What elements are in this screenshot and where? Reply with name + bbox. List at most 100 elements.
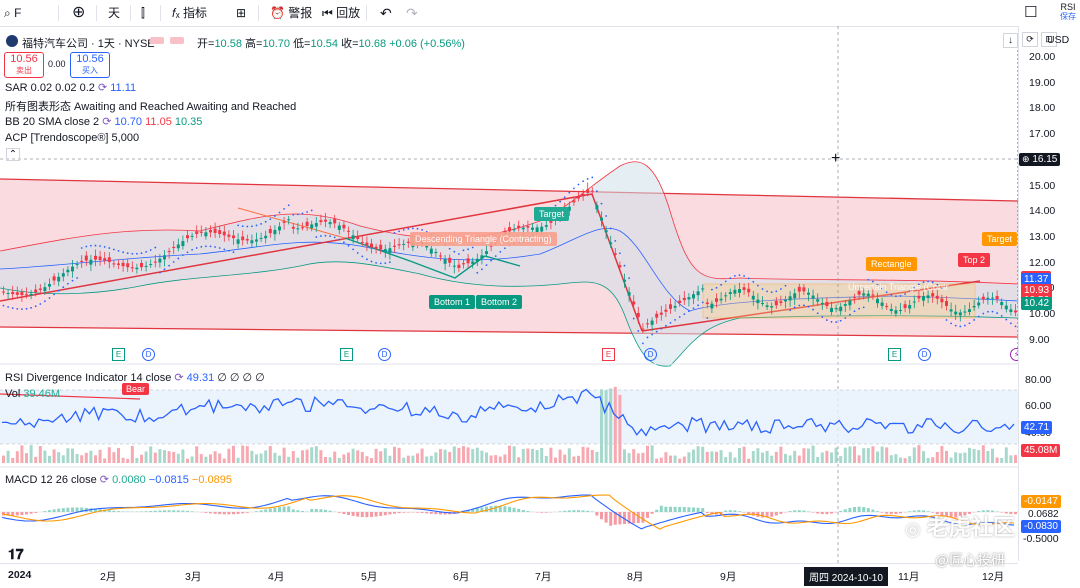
rsi-save-badge[interactable]: RSI 保存	[1056, 2, 1080, 22]
earnings-event-icon[interactable]: E	[888, 348, 901, 361]
chart-type-icon[interactable]: ⫿	[141, 0, 145, 26]
macd-hist-bar	[66, 508, 69, 512]
volume-bar	[839, 456, 842, 463]
macd-badge: -0.0830	[1021, 520, 1061, 533]
dividend-event-icon[interactable]: D	[918, 348, 931, 361]
sar-dot	[486, 264, 488, 266]
volume-bar	[255, 454, 258, 463]
sar-dot	[693, 307, 695, 309]
redo-icon[interactable]: ↷	[406, 0, 418, 26]
sar-dot	[453, 251, 455, 253]
sar-dot	[191, 249, 193, 251]
dividend-event-icon[interactable]: D	[644, 348, 657, 361]
sar-dot	[39, 303, 41, 305]
earnings-event-icon[interactable]: E	[340, 348, 353, 361]
sar-legend[interactable]: SAR 0.02 0.02 0.2 ⟳ 11.11	[5, 81, 136, 94]
sar-dot	[417, 228, 419, 230]
symbol-search[interactable]: ⌕ F	[4, 0, 21, 26]
macd-hist-bar	[145, 511, 148, 512]
earnings-event-icon[interactable]: E	[112, 348, 125, 361]
volume-bar	[595, 452, 598, 463]
macd-hist-bar	[347, 512, 350, 515]
sar-dot	[72, 280, 74, 282]
volume-bar	[973, 449, 976, 463]
macd-hist-bar	[894, 512, 897, 514]
indicators-button[interactable]: 𝑓ₓ 指标	[172, 0, 207, 26]
candle-body	[701, 288, 704, 289]
sar-dot	[269, 218, 271, 220]
compare-add-icon[interactable]: ⊕	[72, 0, 85, 26]
interval-button[interactable]: 天	[108, 0, 120, 26]
top2-label[interactable]: Top 2	[958, 253, 990, 267]
color-chip	[170, 37, 184, 44]
top-toolbar: ⌕ F ⊕ 天 ⫿ 𝑓ₓ 指标 ⊞ ⏰ 警报 ⏮ 回放 ↶ ↷ ☐ RSI 保存	[0, 0, 1080, 27]
candle-body	[467, 258, 470, 263]
sar-dot	[85, 246, 87, 248]
macd-hist-bar	[687, 507, 690, 512]
candle-body	[802, 287, 805, 291]
sell-button[interactable]: 10.56 卖出	[4, 52, 44, 78]
patterns-legend[interactable]: 所有图表形态 Awaiting and Reached Awaiting and…	[5, 98, 296, 114]
candle-body	[43, 287, 46, 291]
rewind-icon: ⏮	[322, 6, 336, 20]
price-tick: 12.00	[1029, 257, 1080, 269]
macd-legend[interactable]: MACD 12 26 close ⟳ 0.0080 −0.0815 −0.089…	[5, 473, 232, 486]
sar-dot	[150, 249, 152, 251]
replay-button[interactable]: ⏮ 回放	[322, 0, 360, 26]
uncertain-triangle-label[interactable]: Uncertain Triangle (Contr	[848, 282, 949, 292]
price-tick: 18.00	[1029, 102, 1080, 114]
dividend-event-icon[interactable]: D	[142, 348, 155, 361]
candle-body	[904, 304, 907, 308]
macd-hist-bar	[324, 510, 327, 512]
sar-dot	[1001, 315, 1003, 317]
candle-body	[453, 266, 456, 267]
candle-body	[260, 238, 263, 239]
vol-legend[interactable]: Vol 39.46M	[5, 388, 60, 400]
candle-body	[885, 306, 888, 307]
acp-legend[interactable]: ACP [Trendoscope®] 5,000	[5, 132, 139, 144]
sar-dot	[251, 225, 253, 227]
sar-dot	[380, 263, 382, 265]
undo-icon[interactable]: ↶	[380, 0, 392, 26]
bear-label[interactable]: Bear	[122, 383, 149, 395]
volume-bar	[99, 450, 102, 463]
collapse-chevron-icon[interactable]: ⌃	[6, 148, 20, 161]
bb-legend[interactable]: BB 20 SMA close 2 ⟳ 10.70 11.05 10.35	[5, 115, 202, 128]
layout-grid-icon[interactable]: ⊞	[236, 0, 246, 26]
alerts-button[interactable]: ⏰ 警报	[270, 0, 312, 26]
rsi-legend[interactable]: RSI Divergence Indicator 14 close ⟳ 49.3…	[5, 371, 265, 384]
earnings-event-icon[interactable]: E	[602, 348, 615, 361]
sar-dot	[665, 325, 667, 327]
rectangle-label[interactable]: Rectangle	[866, 257, 917, 271]
sar-dot	[771, 291, 773, 293]
sar-dot	[141, 252, 143, 254]
macd-hist-bar	[485, 507, 488, 512]
sar-dot	[136, 253, 138, 255]
macd-hist-bar	[563, 511, 566, 512]
tradingview-logo-icon[interactable]: 𝟏𝟕	[8, 546, 24, 563]
reset-scale-icon[interactable]: ⟳	[1022, 32, 1038, 47]
target-label-1[interactable]: Target	[534, 207, 569, 221]
dividend-event-icon[interactable]: D	[378, 348, 391, 361]
descending-triangle-label[interactable]: Descending Triangle (Contracting)	[410, 232, 557, 246]
volume-bar	[158, 449, 161, 463]
bottom2-label[interactable]: Bottom 2	[476, 295, 522, 309]
symbol-title[interactable]: 福特汽车公司 · 1天 · NYSE	[22, 35, 155, 51]
bottom1-label[interactable]: Bottom 1	[429, 295, 475, 309]
fullscreen-icon[interactable]: ☐	[1024, 0, 1037, 26]
candle-body	[172, 247, 175, 248]
candle-body	[678, 301, 681, 303]
volume-bar	[899, 457, 902, 463]
divider	[130, 5, 131, 21]
price-scale[interactable]: ⟳ ⊡ USD 20.0019.0018.0017.0016.0015.0014…	[1018, 26, 1080, 561]
buy-button[interactable]: 10.56 买入	[70, 52, 110, 78]
macd-hist-bar	[540, 512, 543, 513]
macd-hist-bar	[241, 512, 244, 513]
currency-selector[interactable]: USD	[1047, 34, 1080, 46]
target-label-2[interactable]: Target	[982, 232, 1017, 246]
macd-hist-bar	[278, 507, 281, 512]
scroll-down-icon[interactable]: ↓	[1003, 33, 1018, 48]
candle-body	[582, 194, 585, 195]
volume-bar	[402, 458, 405, 463]
time-axis[interactable]: 𝟏𝟕 2024 2月 3月 4月 5月 6月 7月 8月 9月 11月 12月 …	[0, 563, 1018, 588]
